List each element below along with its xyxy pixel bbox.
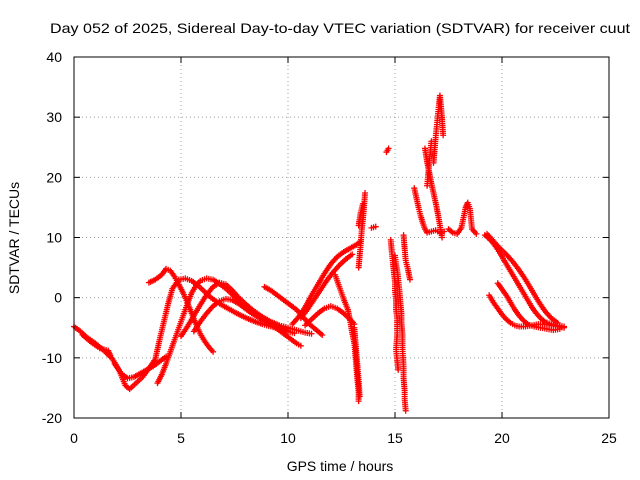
data-point: [556, 325, 563, 332]
series-arc-c: [111, 353, 170, 382]
series-arc-y: [445, 199, 480, 237]
y-tick-label: 20: [46, 169, 62, 185]
x-tick-label: 0: [70, 430, 78, 446]
series-arc-m: [351, 324, 363, 400]
data-point: [428, 138, 435, 145]
x-tick-label: 10: [280, 430, 296, 446]
x-tick-labels: 0 5 10 15 20 25: [70, 430, 617, 446]
series-arc-a: [71, 275, 298, 393]
y-tick-label: 0: [54, 290, 62, 306]
series-arc-n: [355, 189, 369, 271]
series-arc-ac: [484, 230, 561, 326]
series-arc-u: [411, 185, 448, 236]
series-arc-j: [297, 251, 356, 322]
data-point: [440, 132, 447, 139]
series-arc-p: [368, 223, 379, 231]
x-tick-label: 25: [601, 430, 617, 446]
data-point: [210, 348, 217, 355]
series-arc-x: [424, 138, 435, 189]
x-tick-label: 20: [494, 430, 510, 446]
data-point: [439, 234, 446, 241]
axis-ticks: [73, 56, 610, 419]
data-point: [359, 200, 366, 207]
data-point: [362, 189, 369, 196]
y-tick-label: 30: [46, 109, 62, 125]
data-point: [395, 366, 402, 373]
data-point: [107, 352, 114, 359]
data-point: [319, 331, 326, 338]
series-arc-f: [178, 279, 315, 340]
y-tick-label: 40: [46, 49, 62, 65]
data-point: [402, 407, 409, 414]
series-arc-q: [383, 145, 392, 156]
data-point: [308, 330, 315, 337]
data-point: [561, 324, 568, 331]
y-tick-label: -10: [42, 350, 62, 366]
data-point: [473, 230, 480, 237]
series-arc-o: [355, 200, 366, 229]
series-arc-g: [190, 295, 304, 349]
y-tick-labels: -20 -10 0 10 20 30 40: [42, 49, 62, 426]
series-arc-s: [392, 252, 409, 414]
y-tick-label: 10: [46, 230, 62, 246]
grid-lines: [74, 57, 609, 418]
data-point: [349, 251, 356, 258]
y-axis-label: SDTVAR / TECUs: [6, 182, 22, 294]
data-point: [406, 276, 413, 283]
series-arc-ab: [494, 280, 563, 334]
chart-title: Day 052 of 2025, Sidereal Day-to-day VTE…: [50, 20, 630, 36]
data-points: [71, 92, 568, 414]
data-point: [554, 319, 561, 326]
data-point: [385, 145, 392, 152]
data-point: [297, 342, 304, 349]
x-tick-label: 15: [387, 430, 403, 446]
series-arc-b: [79, 331, 114, 359]
series-arc-t: [400, 232, 413, 283]
x-axis-label: GPS time / hours: [287, 458, 394, 474]
data-point: [356, 393, 363, 400]
y-tick-label: -20: [42, 410, 62, 426]
x-tick-label: 5: [177, 430, 185, 446]
data-point: [355, 398, 362, 405]
data-point: [372, 223, 379, 230]
